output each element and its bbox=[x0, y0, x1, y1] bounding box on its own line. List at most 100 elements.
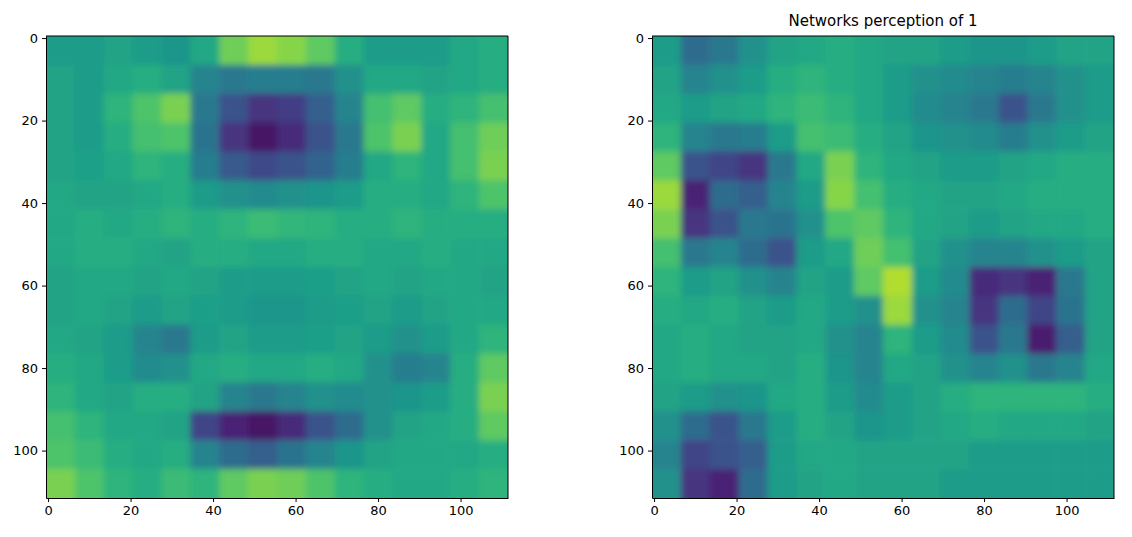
heat-cell bbox=[883, 354, 912, 383]
heat-cell bbox=[450, 65, 479, 94]
heat-cell bbox=[133, 36, 162, 65]
heat-cell bbox=[1085, 296, 1114, 325]
heat-cell bbox=[970, 180, 999, 209]
heat-cell bbox=[739, 440, 768, 469]
heat-cell bbox=[1085, 65, 1114, 94]
heat-cell bbox=[710, 354, 739, 383]
heat-cell bbox=[450, 383, 479, 412]
tick: 80 bbox=[627, 361, 652, 376]
heat-cell bbox=[652, 36, 681, 65]
heat-cell bbox=[162, 65, 191, 94]
heat-cell bbox=[46, 325, 75, 354]
heat-cell bbox=[162, 267, 191, 296]
heat-cell bbox=[393, 238, 422, 267]
heat-cell bbox=[133, 209, 162, 238]
heat-cell bbox=[104, 440, 133, 469]
heat-cell bbox=[1056, 94, 1085, 123]
heat-cell bbox=[306, 296, 335, 325]
tick-label: 20 bbox=[627, 113, 644, 128]
heat-cell bbox=[710, 209, 739, 238]
heat-cell bbox=[364, 440, 393, 469]
heat-cell bbox=[854, 209, 883, 238]
heat-cell bbox=[46, 65, 75, 94]
heat-cell bbox=[825, 296, 854, 325]
heat-cell bbox=[133, 180, 162, 209]
heat-cell bbox=[277, 383, 306, 412]
heat-cell bbox=[421, 325, 450, 354]
heat-cell bbox=[970, 152, 999, 181]
heat-cell bbox=[421, 296, 450, 325]
heat-cell bbox=[364, 383, 393, 412]
heat-cell bbox=[1085, 440, 1114, 469]
tick-label: 100 bbox=[1055, 503, 1080, 518]
tick-label: 80 bbox=[627, 361, 644, 376]
heat-cell bbox=[1027, 325, 1056, 354]
heat-cell bbox=[652, 440, 681, 469]
heat-cell bbox=[479, 354, 508, 383]
heat-cell bbox=[190, 267, 219, 296]
heat-cell bbox=[277, 411, 306, 440]
heat-cell bbox=[739, 36, 768, 65]
heat-cell bbox=[219, 267, 248, 296]
title: Networks perception of 1 bbox=[788, 12, 977, 30]
heat-cell bbox=[421, 267, 450, 296]
heat-cell bbox=[854, 238, 883, 267]
heat-cell bbox=[248, 267, 277, 296]
heat-cell bbox=[796, 180, 825, 209]
heat-cell bbox=[393, 36, 422, 65]
tick: 80 bbox=[370, 498, 387, 518]
tick: 20 bbox=[627, 113, 652, 128]
heat-cell bbox=[739, 325, 768, 354]
tick: 60 bbox=[21, 278, 46, 293]
heat-cell bbox=[393, 354, 422, 383]
tick: 100 bbox=[619, 443, 652, 458]
heat-cell bbox=[421, 209, 450, 238]
heat-cell bbox=[133, 411, 162, 440]
heat-cell bbox=[104, 180, 133, 209]
tick-label: 60 bbox=[627, 278, 644, 293]
heat-cell bbox=[248, 238, 277, 267]
heat-cell bbox=[133, 267, 162, 296]
heat-cell bbox=[450, 180, 479, 209]
heat-cell bbox=[75, 411, 104, 440]
tick-label: 80 bbox=[370, 503, 387, 518]
heat-cell bbox=[652, 65, 681, 94]
heat-cell bbox=[190, 296, 219, 325]
heat-cell bbox=[941, 440, 970, 469]
heat-cell bbox=[46, 469, 75, 498]
heat-cell bbox=[1085, 267, 1114, 296]
heat-cell bbox=[970, 123, 999, 152]
heat-cell bbox=[999, 180, 1028, 209]
heat-cell bbox=[710, 325, 739, 354]
heat-cell bbox=[162, 325, 191, 354]
heat-cell bbox=[335, 267, 364, 296]
heat-cell bbox=[421, 36, 450, 65]
heat-cell bbox=[681, 65, 710, 94]
heat-cell bbox=[46, 354, 75, 383]
tick-label: 0 bbox=[44, 503, 52, 518]
heat-cell bbox=[219, 36, 248, 65]
heat-cell bbox=[825, 383, 854, 412]
tick-label: 0 bbox=[30, 31, 38, 46]
heat-cell bbox=[999, 469, 1028, 498]
heat-cell bbox=[710, 469, 739, 498]
tick: 0 bbox=[636, 31, 652, 46]
heat-cell bbox=[883, 180, 912, 209]
heat-cell bbox=[999, 65, 1028, 94]
heat-cell bbox=[768, 94, 797, 123]
heat-cell bbox=[681, 411, 710, 440]
heat-cell bbox=[75, 469, 104, 498]
heat-cell bbox=[999, 152, 1028, 181]
heat-cell bbox=[364, 152, 393, 181]
tick: 80 bbox=[21, 361, 46, 376]
heat-cell bbox=[1027, 354, 1056, 383]
heat-cell bbox=[1085, 152, 1114, 181]
heat-cell bbox=[277, 296, 306, 325]
heat-cell bbox=[306, 354, 335, 383]
heat-cell bbox=[133, 469, 162, 498]
tick-mark bbox=[42, 286, 46, 287]
heat-cell bbox=[46, 123, 75, 152]
tick-mark bbox=[648, 368, 652, 369]
heat-cell bbox=[796, 94, 825, 123]
heat-cell bbox=[421, 411, 450, 440]
